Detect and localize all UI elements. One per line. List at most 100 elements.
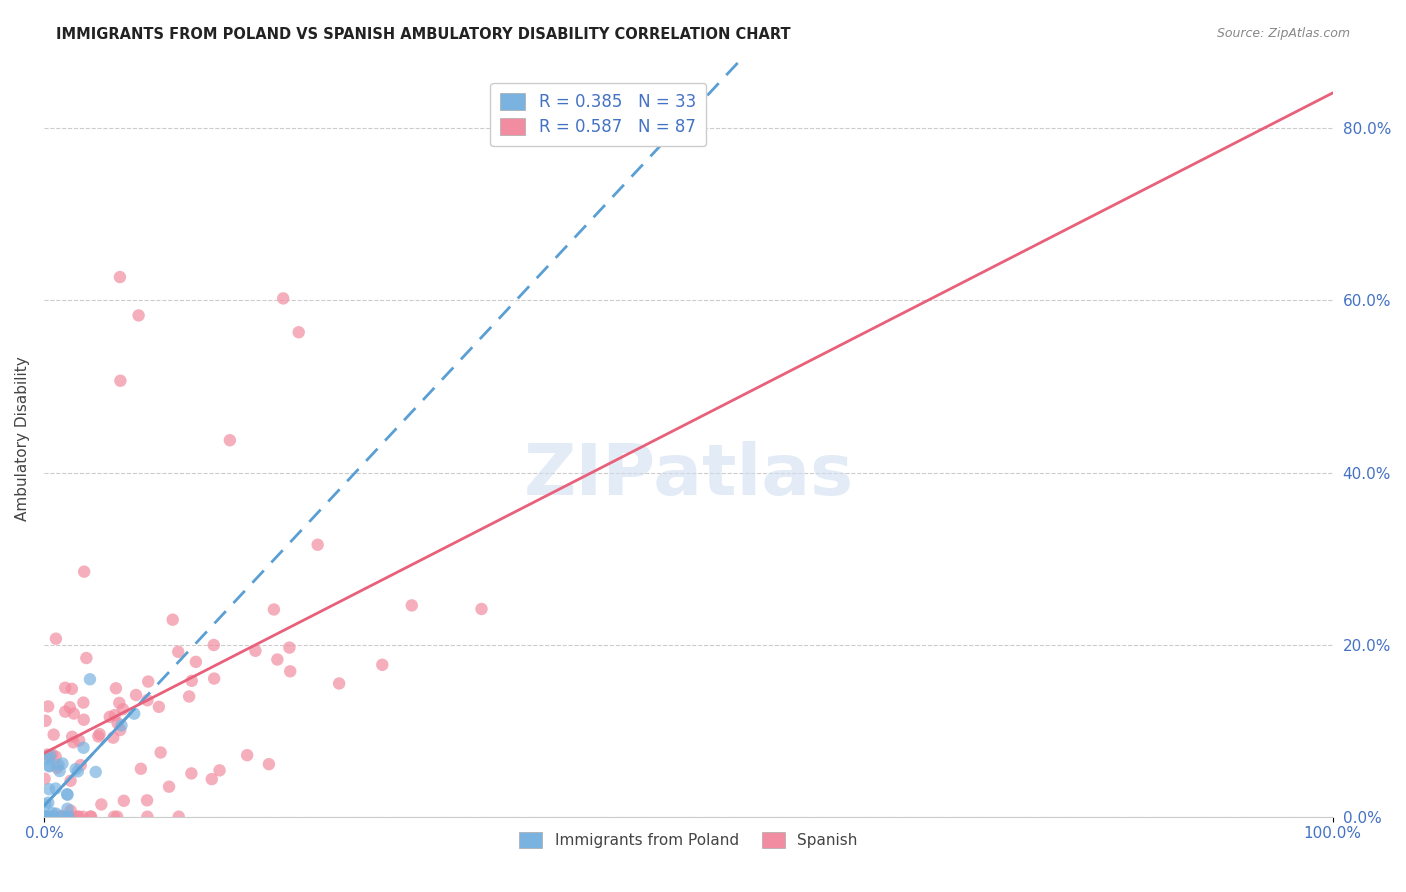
Point — [236, 748, 259, 763]
Point — [38, 750, 60, 764]
Point — [35, 810, 58, 824]
Point — [60, 730, 83, 744]
Point — [59, 700, 82, 714]
Point — [38, 782, 60, 797]
Point — [104, 708, 127, 723]
Point — [69, 758, 91, 772]
Point — [167, 810, 190, 824]
Point — [125, 688, 148, 702]
Point — [66, 764, 89, 779]
Point — [103, 731, 125, 745]
Point — [180, 673, 202, 688]
Point — [371, 657, 394, 672]
Point — [79, 810, 101, 824]
Text: IMMIGRANTS FROM POLAND VS SPANISH AMBULATORY DISABILITY CORRELATION CHART: IMMIGRANTS FROM POLAND VS SPANISH AMBULA… — [56, 27, 790, 42]
Point — [62, 810, 84, 824]
Point — [184, 655, 207, 669]
Point — [111, 702, 134, 716]
Point — [307, 538, 329, 552]
Point — [56, 788, 79, 802]
Point — [72, 696, 94, 710]
Point — [62, 735, 84, 749]
Point — [278, 640, 301, 655]
Point — [266, 652, 288, 666]
Point — [110, 374, 132, 388]
Y-axis label: Ambulatory Disability: Ambulatory Disability — [15, 356, 30, 521]
Point — [75, 651, 97, 665]
Point — [41, 747, 63, 762]
Point — [39, 748, 62, 763]
Point — [34, 797, 56, 812]
Point — [162, 613, 184, 627]
Point — [56, 810, 79, 824]
Point — [67, 810, 90, 824]
Point — [103, 810, 125, 824]
Point — [202, 672, 225, 686]
Point — [37, 747, 59, 762]
Point — [37, 796, 59, 810]
Point — [201, 772, 224, 786]
Point — [108, 270, 131, 285]
Point — [56, 787, 79, 801]
Point — [59, 804, 82, 818]
Point — [136, 674, 159, 689]
Point — [105, 810, 128, 824]
Point — [136, 793, 159, 807]
Point — [34, 714, 56, 728]
Point — [46, 761, 69, 775]
Point — [58, 810, 80, 824]
Point — [136, 693, 159, 707]
Point — [87, 730, 110, 744]
Point — [56, 802, 79, 816]
Point — [136, 810, 159, 824]
Point — [122, 706, 145, 721]
Point — [62, 706, 84, 721]
Point — [37, 810, 59, 824]
Point — [67, 733, 90, 747]
Point — [45, 781, 67, 796]
Point — [42, 810, 65, 824]
Point — [89, 727, 111, 741]
Point — [73, 565, 96, 579]
Point — [42, 728, 65, 742]
Point — [328, 676, 350, 690]
Point — [257, 757, 280, 772]
Point — [202, 638, 225, 652]
Point — [51, 756, 73, 771]
Point — [72, 810, 94, 824]
Point — [129, 762, 152, 776]
Legend: Immigrants from Poland, Spanish: Immigrants from Poland, Spanish — [513, 826, 863, 855]
Point — [42, 806, 65, 821]
Point — [401, 599, 423, 613]
Point — [110, 718, 132, 732]
Point — [263, 602, 285, 616]
Point — [60, 681, 83, 696]
Text: Source: ZipAtlas.com: Source: ZipAtlas.com — [1216, 27, 1350, 40]
Point — [208, 764, 231, 778]
Point — [104, 681, 127, 696]
Point — [72, 740, 94, 755]
Point — [37, 810, 59, 824]
Point — [108, 696, 131, 710]
Point — [128, 309, 150, 323]
Point — [180, 766, 202, 780]
Point — [73, 713, 96, 727]
Point — [470, 602, 492, 616]
Point — [157, 780, 180, 794]
Point — [53, 681, 76, 695]
Point — [51, 809, 73, 823]
Point — [49, 810, 72, 824]
Text: ZIPatlas: ZIPatlas — [523, 442, 853, 510]
Point — [48, 758, 70, 772]
Point — [245, 644, 267, 658]
Point — [149, 746, 172, 760]
Point — [34, 772, 56, 786]
Point — [38, 759, 60, 773]
Point — [52, 810, 75, 824]
Point — [84, 764, 107, 779]
Point — [98, 710, 121, 724]
Point — [278, 665, 301, 679]
Point — [148, 699, 170, 714]
Point — [107, 716, 129, 731]
Point — [79, 673, 101, 687]
